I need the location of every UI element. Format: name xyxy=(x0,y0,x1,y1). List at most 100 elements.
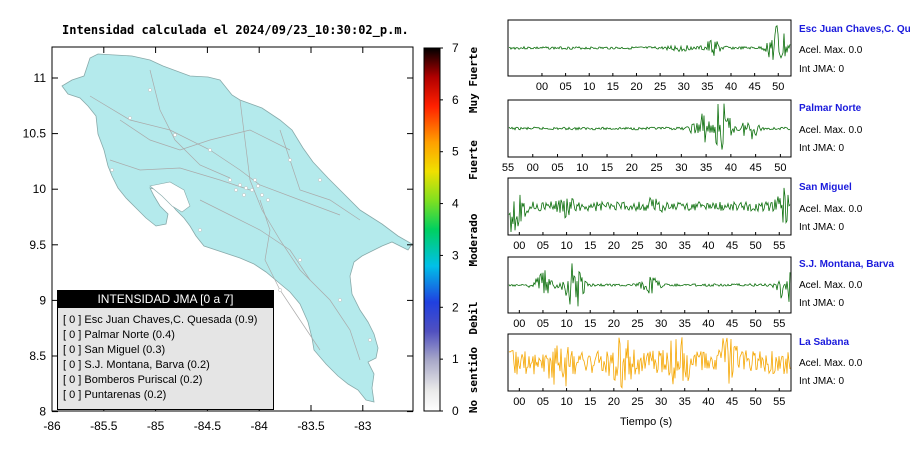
waveform-tick-label: 55 xyxy=(773,396,785,408)
waveform-tick-label: 40 xyxy=(702,396,714,408)
station-int: Int JMA: 0 xyxy=(799,222,845,233)
road-line xyxy=(89,95,341,216)
scale-tick-label: 5 xyxy=(452,145,459,159)
waveform-tick-label: 25 xyxy=(631,396,643,408)
map-x-tick-label: -84 xyxy=(251,419,269,433)
map-x-tick-label: -83 xyxy=(354,419,372,433)
intensity-legend: INTENSIDAD JMA [0 a 7] [ 0 ] Esc Juan Ch… xyxy=(57,290,274,410)
scale-tick-label: 6 xyxy=(452,93,459,107)
scale-intensity-label: Moderado xyxy=(467,213,480,266)
waveform-tick-label: 25 xyxy=(650,162,662,174)
legend-title: INTENSIDAD JMA [0 a 7] xyxy=(58,291,273,308)
city-marker xyxy=(256,184,260,188)
city-marker xyxy=(368,338,372,342)
scale-tick-label: 1 xyxy=(452,352,459,366)
map-y-tick-label: 10.5 xyxy=(23,127,47,141)
city-marker xyxy=(244,186,248,190)
scale-tick-label: 2 xyxy=(452,300,459,314)
waveform-tick-label: 55 xyxy=(773,318,785,330)
waveform-tick-label: 25 xyxy=(631,318,643,330)
city-marker xyxy=(234,188,238,192)
waveform-tick-label: 55 xyxy=(773,240,785,252)
map-x-tick-label: -85.5 xyxy=(90,419,118,433)
map-y-tick-label: 11 xyxy=(34,71,47,85)
map-y-tick-label: 9.5 xyxy=(29,238,46,252)
legend-item: [ 0 ] Palmar Norte (0.4) xyxy=(63,329,175,341)
station-int: Int JMA: 0 xyxy=(799,64,845,75)
map-y-tick-label: 9 xyxy=(39,293,46,307)
station-int: Int JMA: 0 xyxy=(799,298,845,309)
city-marker xyxy=(228,178,232,182)
scale-bar xyxy=(423,47,441,412)
waveform-tick-label: 50 xyxy=(772,81,784,93)
map-x-tick-label: -85 xyxy=(147,419,165,433)
station-accel: Acel. Max. 0.0 xyxy=(799,204,863,215)
waveform-tick-label: 30 xyxy=(655,396,667,408)
scale-intensity-label: Muy Fuerte xyxy=(467,47,480,114)
station-name: S.J. Montana, Barva xyxy=(799,259,895,270)
waveform-tick-label: 35 xyxy=(679,396,691,408)
waveform-tick-label: 40 xyxy=(702,318,714,330)
city-marker xyxy=(208,148,212,152)
waveform-tick-label: 50 xyxy=(750,240,762,252)
waveform-tick-label: 15 xyxy=(607,81,619,93)
waveform-tick-label: 35 xyxy=(679,318,691,330)
costa-rica-land xyxy=(61,53,413,403)
station-name: La Sabana xyxy=(799,337,850,348)
city-marker xyxy=(250,188,254,192)
waveform-tick-label: 10 xyxy=(576,162,588,174)
scale-tick-label: 4 xyxy=(452,197,459,211)
waveform-tick-label: 25 xyxy=(631,240,643,252)
station-accel: Acel. Max. 0.0 xyxy=(799,358,863,369)
legend-item: [ 0 ] Puntarenas (0.2) xyxy=(63,389,167,401)
waveform-trace xyxy=(508,187,791,233)
map-y-tick-label: 8 xyxy=(39,405,46,419)
waveform-trace xyxy=(508,25,791,60)
waveform-tick-label: 50 xyxy=(750,396,762,408)
road-line xyxy=(279,129,361,221)
city-marker xyxy=(173,133,177,137)
scale-tick-label: 7 xyxy=(452,41,459,55)
waveform-tick-label: 50 xyxy=(750,318,762,330)
waveform-tick-label: 45 xyxy=(726,318,738,330)
waveform-tick-label: 15 xyxy=(601,162,613,174)
legend-item: [ 0 ] Bomberos Puriscal (0.2) xyxy=(63,374,203,386)
road-line xyxy=(119,119,291,151)
station-int: Int JMA: 0 xyxy=(799,376,845,387)
city-marker xyxy=(128,116,132,120)
city-marker xyxy=(260,193,264,197)
scale-tick-label: 3 xyxy=(452,248,459,262)
waveform-tick-label: 00 xyxy=(513,318,525,330)
waveform-tick-label: 35 xyxy=(679,240,691,252)
time-axis-label: Tiempo (s) xyxy=(620,416,673,428)
station-accel: Acel. Max. 0.0 xyxy=(799,280,863,291)
waveform-tick-label: 05 xyxy=(551,162,563,174)
map-title: Intensidad calculada el 2024/09/23_10:30… xyxy=(62,23,409,37)
legend-item: [ 0 ] San Miguel (0.3) xyxy=(63,344,166,356)
city-marker xyxy=(338,298,342,302)
waveform-tick-label: 30 xyxy=(655,240,667,252)
waveform-tick-label: 00 xyxy=(527,162,539,174)
road-line xyxy=(199,199,311,281)
waveform-tick-label: 05 xyxy=(559,81,571,93)
scale-intensity-label: Fuerte xyxy=(467,140,480,180)
waveform-tick-label: 25 xyxy=(654,81,666,93)
waveform-tick-label: 00 xyxy=(536,81,548,93)
station-accel: Acel. Max. 0.0 xyxy=(799,45,863,56)
waveform-tick-label: 35 xyxy=(701,81,713,93)
waveform-tick-label: 20 xyxy=(608,318,620,330)
waveform-tick-label: 05 xyxy=(537,318,549,330)
scale-intensity-label: Debil xyxy=(467,301,480,334)
waveform-tick-label: 05 xyxy=(537,396,549,408)
waveform-tick-label: 10 xyxy=(560,318,572,330)
station-name: San Miguel xyxy=(799,182,852,193)
map-y-tick-label: 10 xyxy=(33,182,47,196)
waveform-tick-label: 20 xyxy=(608,396,620,408)
waveform-tick-label: 40 xyxy=(702,240,714,252)
waveform-tick-label: 30 xyxy=(655,318,667,330)
map-frame xyxy=(51,46,414,412)
legend-item: [ 0 ] S.J. Montana, Barva (0.2) xyxy=(63,359,210,371)
city-marker xyxy=(198,228,202,232)
waveform-tick-label: 15 xyxy=(584,396,596,408)
